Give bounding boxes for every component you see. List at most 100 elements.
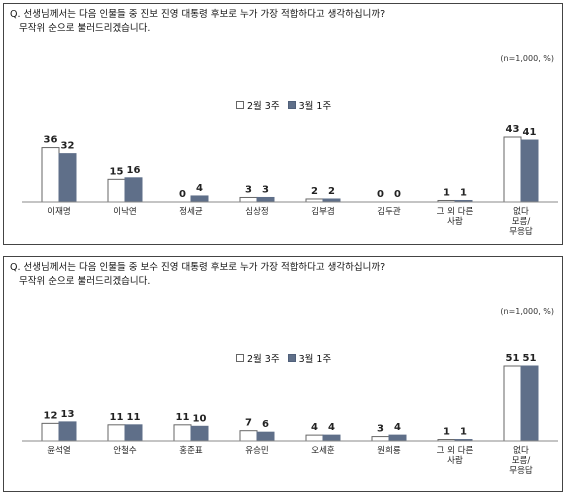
bar-a-4 xyxy=(305,434,324,442)
value-label-b-4: 4 xyxy=(328,422,335,433)
value-label-a-1: 15 xyxy=(110,166,124,177)
chart-panel-conservative: Q. 선생님께서는 다음 인물들 중 보수 진영 대통령 후보로 누가 가장 적… xyxy=(3,256,563,492)
sample-note: (n=1,000, %) xyxy=(500,54,554,63)
category-label-6-1: 사람 xyxy=(447,217,463,227)
value-label-a-3: 7 xyxy=(245,418,252,429)
value-label-a-7: 43 xyxy=(506,124,520,135)
bar-b-7 xyxy=(520,139,539,203)
legend-label-b: 3월 1주 xyxy=(298,354,332,365)
category-label-4-0: 김부겸 xyxy=(311,206,334,217)
chart-subtitle: 무작위 순으로 불러드리겠습니다. xyxy=(19,23,151,34)
bar-a-3 xyxy=(239,196,258,203)
value-label-b-2: 10 xyxy=(193,413,207,424)
bar-a-0 xyxy=(41,422,60,442)
category-label-0-0: 이재명 xyxy=(47,206,70,217)
value-label-b-0: 13 xyxy=(61,409,75,420)
bar-a-7 xyxy=(503,136,522,203)
question-text: Q. 선생님께서는 다음 인물들 중 보수 진영 대통령 후보로 누가 가장 적… xyxy=(10,261,385,289)
value-label-b-4: 2 xyxy=(328,186,335,197)
bar-a-1 xyxy=(107,178,126,203)
category-label-7-1: 모름/ xyxy=(512,456,531,466)
value-label-a-0: 36 xyxy=(44,135,58,146)
category-label-7-2: 무응답 xyxy=(509,465,533,476)
category-label-1-0: 안철수 xyxy=(113,445,137,456)
category-label-7-0: 없다 xyxy=(513,207,529,217)
category-label-4-0: 오세훈 xyxy=(311,445,335,456)
category-label-0-0: 윤석열 xyxy=(47,445,71,456)
value-label-b-1: 16 xyxy=(127,165,141,176)
bar-b-4 xyxy=(322,434,341,442)
question-text: Q. 선생님께서는 다음 인물들 중 진보 진영 대통령 후보로 누가 가장 적… xyxy=(10,8,385,36)
value-label-a-5: 3 xyxy=(377,424,384,435)
value-label-a-1: 11 xyxy=(110,412,124,423)
bar-b-5 xyxy=(388,434,407,442)
legend-label-a: 2월 3주 xyxy=(247,101,280,112)
bar-a-3 xyxy=(239,430,258,442)
bar-b-2 xyxy=(190,425,209,442)
value-label-b-3: 3 xyxy=(262,184,269,195)
value-label-b-6: 1 xyxy=(460,187,467,198)
legend-item-b: 3월 1주 xyxy=(287,98,332,112)
category-label-7-2: 무응답 xyxy=(509,226,533,237)
legend-swatch-a xyxy=(236,101,244,109)
chart-subtitle: 무작위 순으로 불러드리겠습니다. xyxy=(19,276,151,287)
chart-title: Q. 선생님께서는 다음 인물들 중 보수 진영 대통령 후보로 누가 가장 적… xyxy=(10,262,386,273)
value-label-a-6: 1 xyxy=(443,187,450,198)
bar-a-1 xyxy=(107,424,126,442)
category-label-2-0: 정세균 xyxy=(179,206,203,217)
category-label-3-0: 유승민 xyxy=(245,445,268,456)
bar-a-2 xyxy=(173,424,192,442)
legend-label-b: 3월 1주 xyxy=(298,101,332,112)
category-label-6-0: 그 외 다른 xyxy=(437,445,474,456)
value-label-a-4: 4 xyxy=(311,422,318,433)
value-label-a-3: 3 xyxy=(245,184,252,195)
legend-label-a: 2월 3주 xyxy=(247,354,280,365)
category-label-7-0: 없다 xyxy=(513,446,529,456)
bar-b-1 xyxy=(124,177,143,203)
bar-b-3 xyxy=(256,196,275,203)
value-label-a-7: 51 xyxy=(506,353,520,364)
chart-legend: 2월 3주 3월 1주 xyxy=(236,98,331,112)
legend-swatch-b xyxy=(287,354,296,362)
value-label-a-2: 0 xyxy=(179,189,186,200)
category-label-3-0: 심상정 xyxy=(245,206,268,217)
legend-swatch-a xyxy=(236,354,244,362)
value-label-a-4: 2 xyxy=(311,186,318,197)
category-label-7-1: 모름/ xyxy=(512,217,531,227)
chart-title: Q. 선생님께서는 다음 인물들 중 진보 진영 대통령 후보로 누가 가장 적… xyxy=(10,9,386,20)
category-label-1-0: 이낙연 xyxy=(113,206,136,217)
bar-a-7 xyxy=(503,365,522,442)
value-label-b-7: 51 xyxy=(523,353,537,364)
value-label-a-5: 0 xyxy=(377,189,384,200)
legend-item-a: 2월 3주 xyxy=(236,98,280,112)
value-label-a-6: 1 xyxy=(443,427,450,438)
value-label-b-5: 0 xyxy=(394,189,401,200)
bar-a-0 xyxy=(41,147,60,203)
chart-panel-progressive: Q. 선생님께서는 다음 인물들 중 진보 진영 대통령 후보로 누가 가장 적… xyxy=(3,3,563,245)
legend-item-b: 3월 1주 xyxy=(287,351,332,365)
legend-swatch-b xyxy=(287,101,296,109)
value-label-b-7: 41 xyxy=(523,127,537,138)
value-label-b-6: 1 xyxy=(460,427,467,438)
chart-legend: 2월 3주 3월 1주 xyxy=(236,351,331,365)
legend-item-a: 2월 3주 xyxy=(236,351,280,365)
bar-b-0 xyxy=(58,421,77,442)
bar-b-0 xyxy=(58,153,77,203)
value-label-b-0: 32 xyxy=(61,141,75,152)
category-label-2-0: 홍준표 xyxy=(179,445,203,456)
category-label-5-0: 김두관 xyxy=(377,206,401,217)
category-label-6-0: 그 외 다른 xyxy=(437,206,474,217)
value-label-b-2: 4 xyxy=(196,183,203,194)
value-label-a-0: 12 xyxy=(44,410,58,421)
category-label-6-1: 사람 xyxy=(447,456,463,466)
value-label-b-3: 6 xyxy=(262,419,269,430)
bar-a-5 xyxy=(371,436,390,442)
value-label-b-1: 11 xyxy=(127,412,141,423)
sample-note: (n=1,000, %) xyxy=(500,307,554,316)
bar-b-2 xyxy=(190,195,209,203)
category-label-5-0: 원희룡 xyxy=(377,445,401,456)
value-label-a-2: 11 xyxy=(176,412,190,423)
bar-b-1 xyxy=(124,424,143,442)
bar-b-3 xyxy=(256,431,275,442)
